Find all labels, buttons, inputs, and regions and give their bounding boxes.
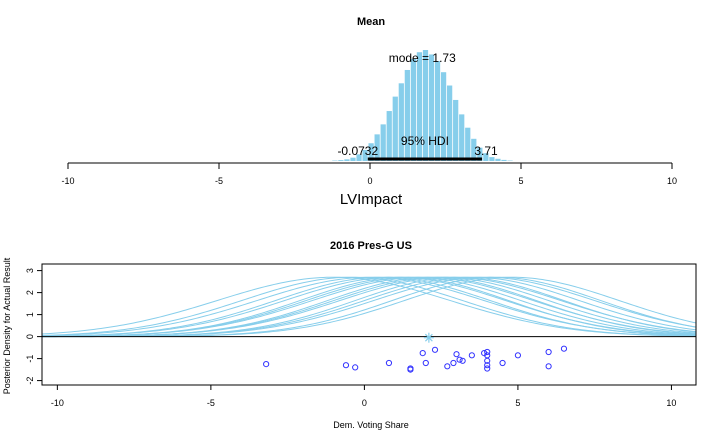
result-point	[453, 351, 460, 358]
density-curves	[41, 276, 697, 338]
histogram-bar	[404, 69, 410, 161]
result-point	[484, 348, 491, 356]
histogram-bar	[380, 124, 386, 161]
density-x-tick-label: -5	[207, 398, 215, 408]
histogram-bar	[392, 96, 398, 161]
result-point	[407, 366, 414, 373]
hdi-low-label: -0.0732	[337, 144, 378, 158]
density-y-tick-label: -2	[25, 377, 35, 385]
density-curve	[42, 276, 697, 338]
density-x-tick-label: 0	[362, 398, 367, 408]
result-point	[422, 359, 429, 367]
result-point	[468, 352, 475, 359]
histogram-bar	[459, 114, 465, 161]
result-point	[263, 361, 270, 368]
histogram-bar	[350, 157, 356, 161]
histogram-bar	[398, 83, 404, 161]
density-x-tick-label: 10	[666, 398, 676, 408]
density-x-label: Dem. Voting Share	[333, 420, 409, 430]
histogram-bar	[344, 159, 350, 161]
density-y-tick-label: -1	[25, 355, 35, 363]
result-points	[263, 345, 568, 373]
histogram-x-tick-label: 10	[667, 176, 677, 186]
result-point	[456, 356, 463, 363]
histogram-bar	[495, 158, 501, 161]
result-point	[514, 352, 522, 359]
histogram-bar	[434, 61, 441, 161]
histogram-x-tick-label: -10	[61, 176, 74, 186]
density-x-ticks: -10 -5 0 5 10	[51, 385, 676, 408]
density-curve	[41, 276, 697, 338]
mode-label: mode = 1.73	[389, 51, 456, 65]
histogram-bar	[422, 50, 429, 161]
density-x-tick-label: -10	[51, 398, 64, 408]
result-point	[352, 364, 359, 371]
histogram-bar	[416, 52, 423, 161]
histogram-x-tick-label: -5	[215, 176, 223, 186]
histogram-bar	[386, 111, 392, 161]
density-x-tick-label: 5	[515, 398, 520, 408]
histogram-bar	[447, 85, 453, 161]
result-point	[499, 359, 506, 367]
density-y-tick-label: 3	[25, 268, 35, 273]
density-y-label: Posterior Density for Actual Result	[2, 257, 12, 394]
result-point	[560, 345, 568, 352]
histogram-bar	[374, 134, 380, 161]
histogram-bar	[471, 138, 477, 161]
histogram-panel: Mean -10 -5 0 5 10 95% HDI -0.0732 3.71 mode…	[61, 16, 677, 208]
result-point	[342, 362, 350, 369]
histogram-bar	[453, 99, 459, 161]
histogram-bar	[410, 58, 417, 161]
histogram-bar	[368, 143, 374, 161]
histogram-bar	[338, 160, 344, 161]
result-point	[484, 357, 491, 364]
hdi-label: 95% HDI	[401, 134, 449, 148]
histogram-title: Mean	[357, 16, 385, 28]
histogram-x-label: LVImpact	[340, 191, 403, 208]
result-point	[545, 348, 552, 356]
histogram-bar	[428, 54, 435, 161]
histogram-bars	[332, 50, 513, 161]
result-point	[385, 359, 393, 367]
result-point	[419, 350, 426, 357]
histogram-bar	[440, 72, 447, 161]
density-plot-frame	[41, 263, 697, 386]
histogram-bar	[489, 157, 495, 161]
density-y-tick-label: 1	[25, 312, 35, 317]
density-title: 2016 Pres-G US	[330, 240, 412, 252]
histogram-bar	[356, 154, 362, 161]
histogram-bar	[483, 153, 489, 161]
result-point	[459, 357, 466, 364]
histogram-x-ticks: -10 -5 0 5 10	[61, 163, 677, 186]
density-y-tick-label: 2	[25, 290, 35, 295]
density-y-tick-label: 0	[25, 334, 35, 339]
actual-result-marker	[423, 332, 434, 343]
result-point	[484, 362, 491, 369]
histogram-bar	[501, 159, 507, 161]
histogram-bar	[477, 147, 483, 161]
histogram-x-tick-label: 0	[367, 176, 372, 186]
density-curve	[41, 276, 697, 337]
hdi-high-label: 3.71	[474, 144, 498, 158]
density-curve	[41, 276, 697, 337]
density-y-ticks: -2 -1 0 1 2 3	[25, 268, 42, 385]
result-point	[484, 365, 491, 372]
histogram-bar	[465, 127, 471, 161]
histogram-bar	[362, 149, 368, 161]
actual-marker-stroke	[424, 333, 433, 342]
result-point	[545, 363, 552, 370]
result-point	[444, 363, 451, 370]
result-point	[450, 359, 457, 367]
histogram-x-tick-label: 5	[518, 176, 523, 186]
result-point	[431, 346, 439, 353]
